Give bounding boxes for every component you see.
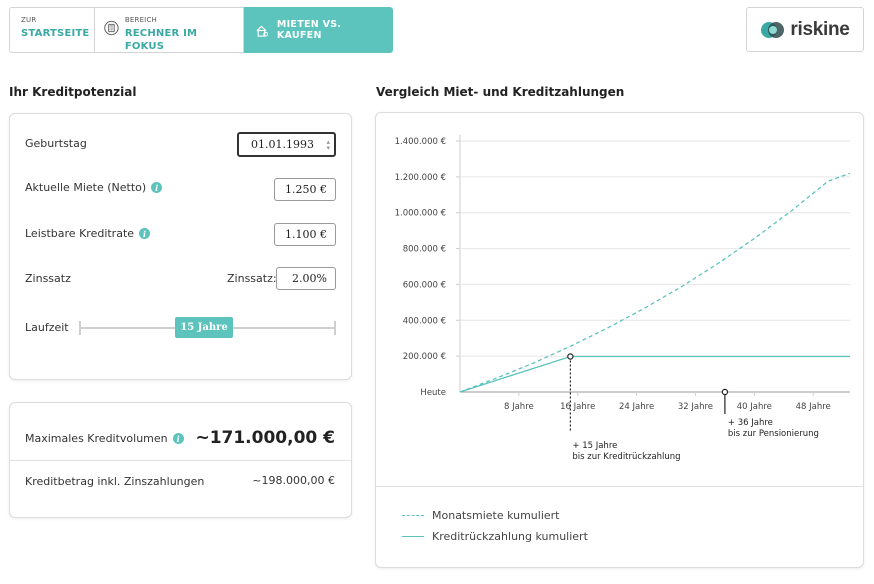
interest-input[interactable]: 2.00% bbox=[276, 267, 336, 290]
comparison-chart: 1.400.000 € 1.200.000 € 1.000.000 € 800.000… bbox=[395, 135, 851, 462]
term-slider-start bbox=[79, 321, 81, 335]
x-tick-label: Heute bbox=[420, 388, 446, 398]
nav-home-small: ZUR bbox=[21, 16, 37, 24]
birthday-value: 01.01.1993 bbox=[251, 138, 314, 151]
rent-label: Aktuelle Miete (Netto) i bbox=[25, 181, 163, 194]
nav-focus-label: RECHNER IM FOKUS bbox=[124, 28, 198, 52]
interest-label: Zinssatz bbox=[25, 272, 71, 285]
y-tick-label: 1.000.000 € bbox=[395, 209, 446, 219]
annotation-credit-line2: bis zur Kreditrückzahlung bbox=[572, 452, 680, 462]
chart-legend-divider bbox=[376, 486, 863, 487]
annotation-credit-line1: + 15 Jahre bbox=[572, 441, 617, 451]
rent-input[interactable]: 1.250 € bbox=[274, 178, 336, 201]
top-navigation: ZUR STARTSEITE BEREICH RECHNER IM FOKUS … bbox=[9, 7, 393, 53]
rent-value: 1.250 € bbox=[285, 183, 327, 196]
y-tick-label: 800.000 € bbox=[403, 245, 446, 255]
comparison-title: Vergleich Miet- und Kreditzahlungen bbox=[376, 85, 625, 99]
rate-info-icon[interactable]: i bbox=[139, 228, 151, 239]
rate-input[interactable]: 1.100 € bbox=[274, 223, 336, 246]
interest-inline-label: Zinssatz: bbox=[227, 272, 277, 285]
term-slider-thumb[interactable]: 15 Jahre bbox=[175, 317, 233, 338]
rate-value: 1.100 € bbox=[285, 228, 327, 241]
chart-card: Monatsmiete kumuliert Kreditrückzahlung … bbox=[375, 112, 864, 568]
credit-total-label: Kreditbetrag inkl. Zinszahlungen bbox=[25, 475, 205, 488]
pension-marker bbox=[721, 388, 729, 396]
legend-rent: Monatsmiete kumuliert bbox=[402, 509, 560, 522]
credit-cumulative-line bbox=[459, 355, 850, 393]
nav-rent-vs-buy-label: MIETEN VS. KAUFEN bbox=[276, 19, 342, 41]
rate-label-text: Leistbare Kreditrate bbox=[25, 227, 135, 240]
legend-credit: Kreditrückzahlung kumuliert bbox=[402, 530, 588, 543]
term-slider-end bbox=[334, 321, 336, 335]
x-tick-label: 32 Jahre bbox=[678, 402, 713, 412]
input-card: Geburtstag 01.01.1993 ▴ ▾ Aktuelle Miete … bbox=[9, 113, 352, 380]
rent-label-text: Aktuelle Miete (Netto) bbox=[25, 181, 147, 194]
y-tick-label: 1.200.000 € bbox=[395, 173, 446, 183]
y-tick-label: 600.000 € bbox=[403, 280, 446, 290]
max-credit-label: Maximales Kreditvolumen i bbox=[25, 432, 184, 445]
credit-total-value: ~198.000,00 € bbox=[252, 474, 335, 487]
nav-home-button[interactable]: ZUR STARTSEITE bbox=[9, 7, 95, 53]
interest-value: 2.00% bbox=[292, 272, 327, 285]
x-tick-label: 16 Jahre bbox=[560, 402, 595, 412]
y-tick-label: 1.400.000 € bbox=[395, 137, 446, 147]
rent-info-icon[interactable]: i bbox=[151, 182, 163, 193]
birthday-input[interactable]: 01.01.1993 ▴ ▾ bbox=[237, 132, 336, 157]
legend-credit-label: Kreditrückzahlung kumuliert bbox=[432, 530, 588, 543]
nav-home-label: STARTSEITE bbox=[21, 28, 90, 39]
x-tick-label: 24 Jahre bbox=[619, 402, 654, 412]
riskine-logo-icon bbox=[761, 21, 785, 38]
logo-text: riskine bbox=[790, 18, 850, 40]
credit-potential-title: Ihr Kreditpotenzial bbox=[9, 85, 137, 99]
date-spinner-icon[interactable]: ▴ ▾ bbox=[326, 138, 330, 152]
max-credit-value: ~171.000,00 € bbox=[195, 428, 335, 448]
nav-focus-small: BEREICH bbox=[124, 16, 158, 24]
rate-label: Leistbare Kreditrate i bbox=[25, 227, 151, 240]
max-credit-label-text: Maximales Kreditvolumen bbox=[25, 432, 168, 445]
result-card: Maximales Kreditvolumen i ~171.000,00 € … bbox=[9, 402, 352, 518]
annotation-pension-line1: + 36 Jahre bbox=[728, 418, 773, 428]
result-divider bbox=[10, 460, 351, 461]
rent-cumulative-line bbox=[459, 172, 851, 393]
y-tick-label: 200.000 € bbox=[403, 352, 446, 362]
annotation-pension-line2: bis zur Pensionierung bbox=[728, 429, 819, 439]
term-label: Laufzeit bbox=[25, 321, 69, 334]
x-tick-label: 48 Jahre bbox=[796, 402, 831, 412]
legend-rent-label: Monatsmiete kumuliert bbox=[432, 509, 560, 522]
key-house-icon bbox=[256, 24, 269, 37]
y-tick-label: 400.000 € bbox=[403, 316, 446, 326]
riskine-logo[interactable]: riskine bbox=[746, 7, 864, 52]
legend-credit-swatch bbox=[402, 536, 424, 537]
nav-focus-button[interactable]: BEREICH RECHNER IM FOKUS bbox=[95, 7, 244, 53]
x-tick-label: 40 Jahre bbox=[737, 402, 772, 412]
birthday-label: Geburtstag bbox=[25, 137, 87, 150]
legend-rent-swatch bbox=[402, 515, 424, 516]
credit-end-marker bbox=[567, 353, 574, 360]
x-tick-label: 8 Jahre bbox=[504, 402, 534, 412]
calculator-icon bbox=[104, 20, 119, 36]
max-credit-info-icon[interactable]: i bbox=[172, 433, 184, 444]
nav-rent-vs-buy-tab[interactable]: MIETEN VS. KAUFEN bbox=[244, 7, 393, 53]
